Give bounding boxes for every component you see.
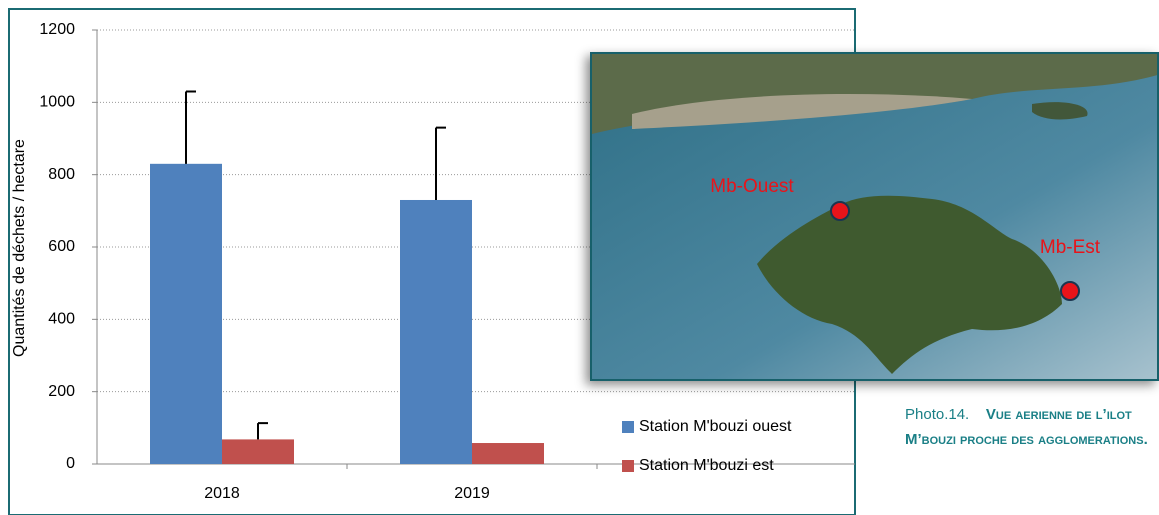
station-marker [1061, 282, 1079, 300]
bar [400, 200, 472, 464]
y-tick-label: 1000 [39, 94, 75, 111]
legend-label: Station M'bouzi est [639, 457, 774, 474]
bar [222, 439, 294, 464]
caption-label: Photo.14. [905, 406, 969, 423]
bar [150, 164, 222, 464]
legend-swatch [622, 421, 634, 433]
y-tick-label: 1200 [39, 21, 75, 38]
photo-image: Mb-Ouest Mb-Est [592, 54, 1159, 381]
legend-swatch [622, 460, 634, 472]
legend-label: Station M'bouzi ouest [639, 418, 792, 435]
x-tick-label: 2019 [454, 485, 490, 502]
photo-label: Mb-Est [1040, 237, 1101, 258]
photo-caption: Photo.14. Vue aerienne de l’ilot M’bouzi… [905, 402, 1159, 502]
x-tick-label: 2018 [204, 485, 240, 502]
page: Quantités de déchets / hectare 0 200 400 60… [0, 0, 1159, 515]
aerial-photo: Mb-Ouest Mb-Est [590, 52, 1159, 381]
y-tick-label: 200 [48, 383, 75, 400]
y-tick-label: 0 [66, 455, 75, 472]
station-marker [831, 202, 849, 220]
bar [472, 443, 544, 464]
y-tick-label: 800 [48, 166, 75, 183]
y-tick-label: 400 [48, 311, 75, 328]
y-tick-label: 600 [48, 238, 75, 255]
y-axis-title: Quantités de déchets / hectare [11, 139, 28, 357]
photo-label: Mb-Ouest [710, 176, 794, 197]
